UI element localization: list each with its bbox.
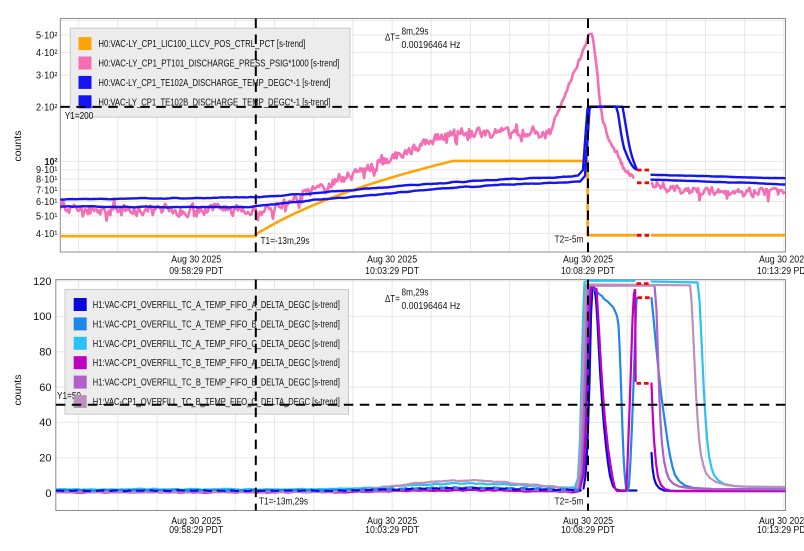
svg-text:20: 20 xyxy=(39,453,51,465)
svg-text:100: 100 xyxy=(33,311,51,323)
svg-text:T1=-13m,29s: T1=-13m,29s xyxy=(261,236,310,247)
svg-text:Y1=50: Y1=50 xyxy=(57,391,81,402)
svg-text:H1:VAC-CP1_OVERFILL_TC_B_TEMP_: H1:VAC-CP1_OVERFILL_TC_B_TEMP_FIFO_C_DEL… xyxy=(93,397,340,408)
svg-text:H0:VAC-LY_CP1_LIC100_LLCV_POS_: H0:VAC-LY_CP1_LIC100_LLCV_POS_CTRL_PCT [… xyxy=(98,39,305,50)
svg-text:0: 0 xyxy=(45,488,51,500)
svg-text:10²: 10² xyxy=(45,157,59,168)
svg-text:H1:VAC-CP1_OVERFILL_TC_A_TEMP_: H1:VAC-CP1_OVERFILL_TC_A_TEMP_FIFO_B_DEL… xyxy=(93,319,340,330)
svg-text:0.00196464 Hz: 0.00196464 Hz xyxy=(402,39,461,51)
svg-text:10:08:29 PDT: 10:08:29 PDT xyxy=(561,266,615,277)
svg-text:09:58:29 PDT: 09:58:29 PDT xyxy=(169,525,223,536)
svg-text:10:13:29 PDT: 10:13:29 PDT xyxy=(757,266,804,277)
svg-text:8m,29s: 8m,29s xyxy=(402,25,429,37)
svg-text:H1:VAC-CP1_OVERFILL_TC_A_TEMP_: H1:VAC-CP1_OVERFILL_TC_A_TEMP_FIFO_C_DEL… xyxy=(93,339,340,350)
svg-text:4·10¹: 4·10¹ xyxy=(36,229,58,240)
svg-text:ΔT=: ΔT= xyxy=(385,32,400,44)
svg-text:6·10¹: 6·10¹ xyxy=(36,197,58,208)
svg-text:H0:VAC-LY_CP1_TE102A_DISCHARGE: H0:VAC-LY_CP1_TE102A_DISCHARGE_TEMP_DEGC… xyxy=(98,78,330,89)
svg-text:10:03:29 PDT: 10:03:29 PDT xyxy=(365,266,419,277)
svg-text:8·10¹: 8·10¹ xyxy=(36,174,58,185)
svg-text:T2=-5m: T2=-5m xyxy=(555,235,584,246)
svg-text:Aug 30 2025: Aug 30 2025 xyxy=(759,516,804,527)
svg-text:10:13:29 PDT: 10:13:29 PDT xyxy=(757,525,804,536)
svg-text:09:58:29 PDT: 09:58:29 PDT xyxy=(169,266,223,277)
svg-text:Aug 30 2025: Aug 30 2025 xyxy=(563,516,613,527)
svg-text:Aug 30 2025: Aug 30 2025 xyxy=(171,255,221,266)
svg-text:H0:VAC-LY_CP1_TE102B_DISCHARGE: H0:VAC-LY_CP1_TE102B_DISCHARGE_TEMP_DEGC… xyxy=(98,97,330,108)
svg-text:Aug 30 2025: Aug 30 2025 xyxy=(759,255,804,266)
svg-text:8m,29s: 8m,29s xyxy=(402,286,429,298)
svg-text:H1:VAC-CP1_OVERFILL_TC_B_TEMP_: H1:VAC-CP1_OVERFILL_TC_B_TEMP_FIFO_B_DEL… xyxy=(93,378,340,389)
svg-text:T1=-13m,29s: T1=-13m,29s xyxy=(259,497,308,508)
svg-text:Aug 30 2025: Aug 30 2025 xyxy=(367,255,417,266)
svg-text:9·10¹: 9·10¹ xyxy=(36,165,58,176)
svg-text:10:08:29 PDT: 10:08:29 PDT xyxy=(561,525,615,536)
svg-text:Aug 30 2025: Aug 30 2025 xyxy=(171,516,221,527)
svg-text:60: 60 xyxy=(39,382,51,394)
svg-text:3·10²: 3·10² xyxy=(36,71,58,82)
svg-text:120: 120 xyxy=(33,276,51,288)
svg-text:5·10²: 5·10² xyxy=(36,30,58,41)
svg-text:Aug 30 2025: Aug 30 2025 xyxy=(367,516,417,527)
svg-text:40: 40 xyxy=(39,417,51,429)
svg-text:counts: counts xyxy=(12,375,24,406)
svg-text:H1:VAC-CP1_OVERFILL_TC_A_TEMP_: H1:VAC-CP1_OVERFILL_TC_A_TEMP_FIFO_A_DEL… xyxy=(93,300,340,311)
svg-text:4·10²: 4·10² xyxy=(36,48,58,59)
svg-text:80: 80 xyxy=(39,347,51,359)
svg-text:7·10¹: 7·10¹ xyxy=(36,185,58,196)
svg-text:Y1=200: Y1=200 xyxy=(65,111,94,122)
svg-text:H0:VAC-LY_CP1_PT101_DISCHARGE_: H0:VAC-LY_CP1_PT101_DISCHARGE_PRESS_PSIG… xyxy=(98,59,339,70)
svg-text:10:03:29 PDT: 10:03:29 PDT xyxy=(365,525,419,536)
svg-text:H1:VAC-CP1_OVERFILL_TC_B_TEMP_: H1:VAC-CP1_OVERFILL_TC_B_TEMP_FIFO_A_DEL… xyxy=(93,358,340,369)
svg-text:ΔT=: ΔT= xyxy=(385,293,400,305)
svg-text:2·10²: 2·10² xyxy=(36,102,58,113)
svg-text:5·10¹: 5·10¹ xyxy=(36,211,58,222)
svg-text:0.00196464 Hz: 0.00196464 Hz xyxy=(402,300,461,312)
svg-text:counts: counts xyxy=(12,131,24,162)
svg-text:Aug 30 2025: Aug 30 2025 xyxy=(563,255,613,266)
svg-text:T2=-5m: T2=-5m xyxy=(555,497,584,508)
